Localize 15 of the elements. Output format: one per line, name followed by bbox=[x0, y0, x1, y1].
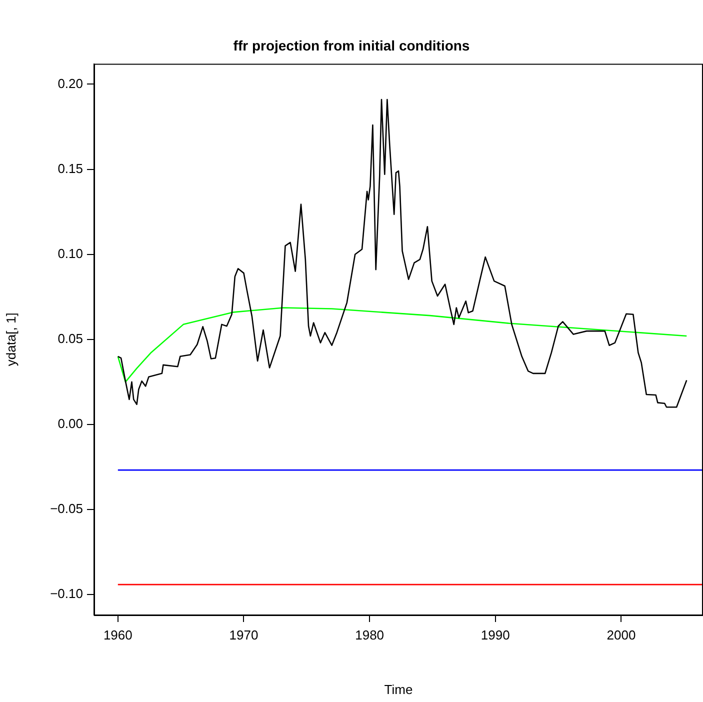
x-tick-label: 1990 bbox=[480, 627, 510, 642]
x-tick-label: 1960 bbox=[103, 627, 132, 642]
y-tick-label: 0.00 bbox=[58, 416, 83, 432]
chart-title: ffr projection from initial conditions bbox=[233, 37, 470, 54]
y-tick-label: −0.05 bbox=[50, 501, 83, 516]
y-tick-label: 0.10 bbox=[58, 246, 83, 261]
y-tick-label: 0.20 bbox=[58, 76, 83, 91]
x-tick-label: 1980 bbox=[355, 627, 384, 642]
x-tick-label: 2000 bbox=[606, 627, 636, 642]
y-axis-title: ydata[, 1] bbox=[3, 312, 18, 366]
y-tick-label: 0.05 bbox=[58, 330, 83, 346]
x-axis-title: Time bbox=[384, 682, 413, 697]
y-tick-label: −0.10 bbox=[50, 586, 83, 602]
y-tick-label: 0.15 bbox=[58, 160, 83, 176]
x-tick-label: 1970 bbox=[229, 627, 258, 642]
